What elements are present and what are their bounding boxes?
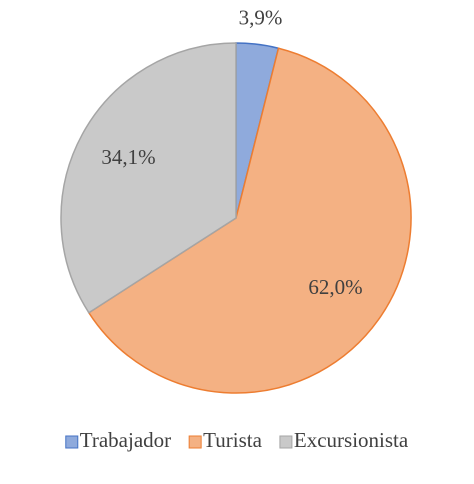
data-label: 62,0% — [308, 275, 362, 299]
legend-label: Trabajador — [80, 428, 171, 452]
legend-label: Excursionista — [294, 428, 409, 452]
data-label: 34,1% — [101, 145, 155, 169]
pie-slice — [87, 47, 412, 394]
pie-slice — [60, 42, 237, 314]
legend-swatch — [188, 435, 202, 449]
data-label: 3,9% — [239, 5, 283, 29]
legend-swatch — [279, 435, 293, 449]
legend-label: Turista — [203, 428, 262, 452]
legend-swatch — [65, 435, 79, 449]
